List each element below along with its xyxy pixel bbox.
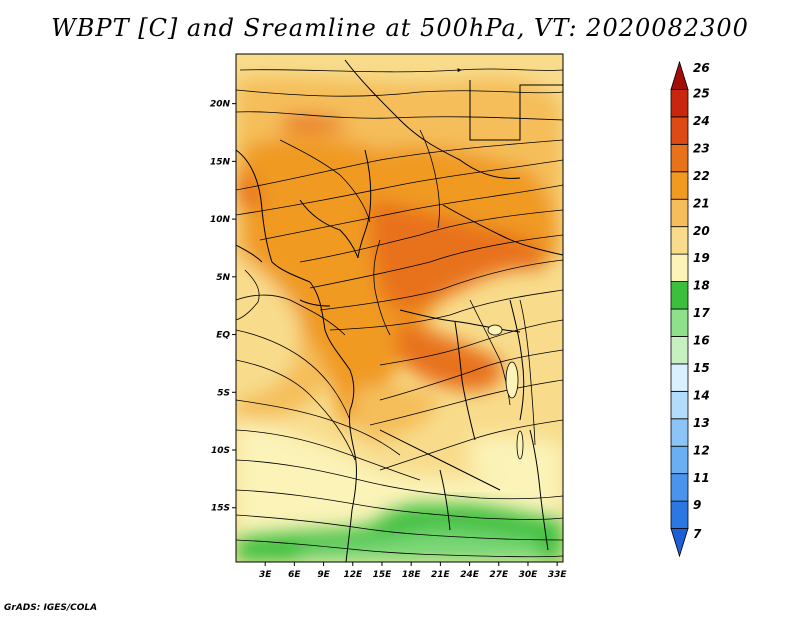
colorbar-segment xyxy=(670,418,689,447)
country-borders xyxy=(236,59,563,562)
colorbar-label: 20 xyxy=(693,224,710,238)
latitude-axis: 20N 15N 10N 5N EQ 5S 10S 15S xyxy=(210,100,236,514)
colorbar-segment xyxy=(670,60,689,90)
colorbar-segment xyxy=(670,308,689,337)
colorbar-segment xyxy=(670,171,689,200)
lat-tick-label: 10N xyxy=(210,215,231,225)
colorbar-segment xyxy=(670,281,689,310)
streamlines xyxy=(236,68,563,558)
colorbar-segment xyxy=(670,253,689,282)
colorbar-segment xyxy=(670,89,689,118)
colorbar-segment xyxy=(670,473,689,502)
map-frame xyxy=(235,53,564,563)
colorbar-label: 12 xyxy=(693,443,710,457)
lat-tick-label: 15S xyxy=(211,504,230,514)
lat-tick-label: EQ xyxy=(216,331,230,341)
colorbar-segment xyxy=(670,226,689,255)
lat-tick-label: 10S xyxy=(211,446,230,456)
colorbar-segment xyxy=(670,363,689,392)
lon-tick-label: 6E xyxy=(288,570,301,580)
lakes xyxy=(487,324,524,460)
colorbar-label: 7 xyxy=(693,527,702,541)
colorbar-segment xyxy=(670,445,689,475)
colorbar-segment xyxy=(670,390,689,420)
colorbar-label: 21 xyxy=(693,196,710,210)
colorbar-label: 16 xyxy=(693,334,710,348)
colorbar-label: 18 xyxy=(693,279,710,293)
lon-tick-label: 30E xyxy=(519,570,539,580)
colorbar-segment xyxy=(670,198,689,228)
colorbar-segment xyxy=(670,143,689,173)
map-area xyxy=(235,53,564,563)
colorbar-segment xyxy=(670,500,689,529)
lat-tick-label: 15N xyxy=(210,157,231,167)
lat-tick-label: 5S xyxy=(217,388,230,398)
lat-tick-label: 20N xyxy=(210,100,231,110)
colorbar-label: 19 xyxy=(693,251,710,265)
colorbar-label: 26 xyxy=(693,61,710,75)
grads-credit: GrADS: IGES/COLA xyxy=(4,603,98,613)
lon-tick-label: 15E xyxy=(373,570,393,580)
colorbar-label: 23 xyxy=(693,141,710,155)
colorbar-label: 14 xyxy=(693,388,710,402)
colorbar: 7 9 11 12 13 14 15 16 17 18 19 20 21 22 23 24 25 26 xyxy=(670,60,710,558)
colorbar-label: 13 xyxy=(693,416,710,430)
colorbar-label: 15 xyxy=(693,361,710,375)
lat-tick-label: 5N xyxy=(216,273,230,283)
longitude-axis: 3E 6E 9E 12E 15E 18E 21E 24E 27E 30E 33E xyxy=(259,562,567,580)
colorbar-label: 22 xyxy=(693,169,710,183)
lon-tick-label: 3E xyxy=(259,570,272,580)
colorbar-label: 9 xyxy=(693,498,701,512)
colorbar-segment xyxy=(670,336,689,365)
colorbar-label: 11 xyxy=(693,471,710,485)
lon-tick-label: 9E xyxy=(317,570,330,580)
lon-tick-label: 21E xyxy=(431,570,451,580)
chart-title: WBPT [C] and Sreamline at 500hPa, VT: 20… xyxy=(51,14,749,42)
colorbar-label: 17 xyxy=(693,306,710,320)
colorbar-segment xyxy=(670,528,689,558)
lon-tick-label: 27E xyxy=(489,570,509,580)
colorbar-label: 24 xyxy=(693,114,710,128)
lon-tick-label: 12E xyxy=(343,570,363,580)
lon-tick-label: 24E xyxy=(460,570,480,580)
lon-tick-label: 18E xyxy=(402,570,422,580)
lon-tick-label: 33E xyxy=(548,570,568,580)
colorbar-segment xyxy=(670,116,689,145)
wbpt-shaded-field xyxy=(236,77,563,562)
colorbar-label: 25 xyxy=(693,87,710,101)
